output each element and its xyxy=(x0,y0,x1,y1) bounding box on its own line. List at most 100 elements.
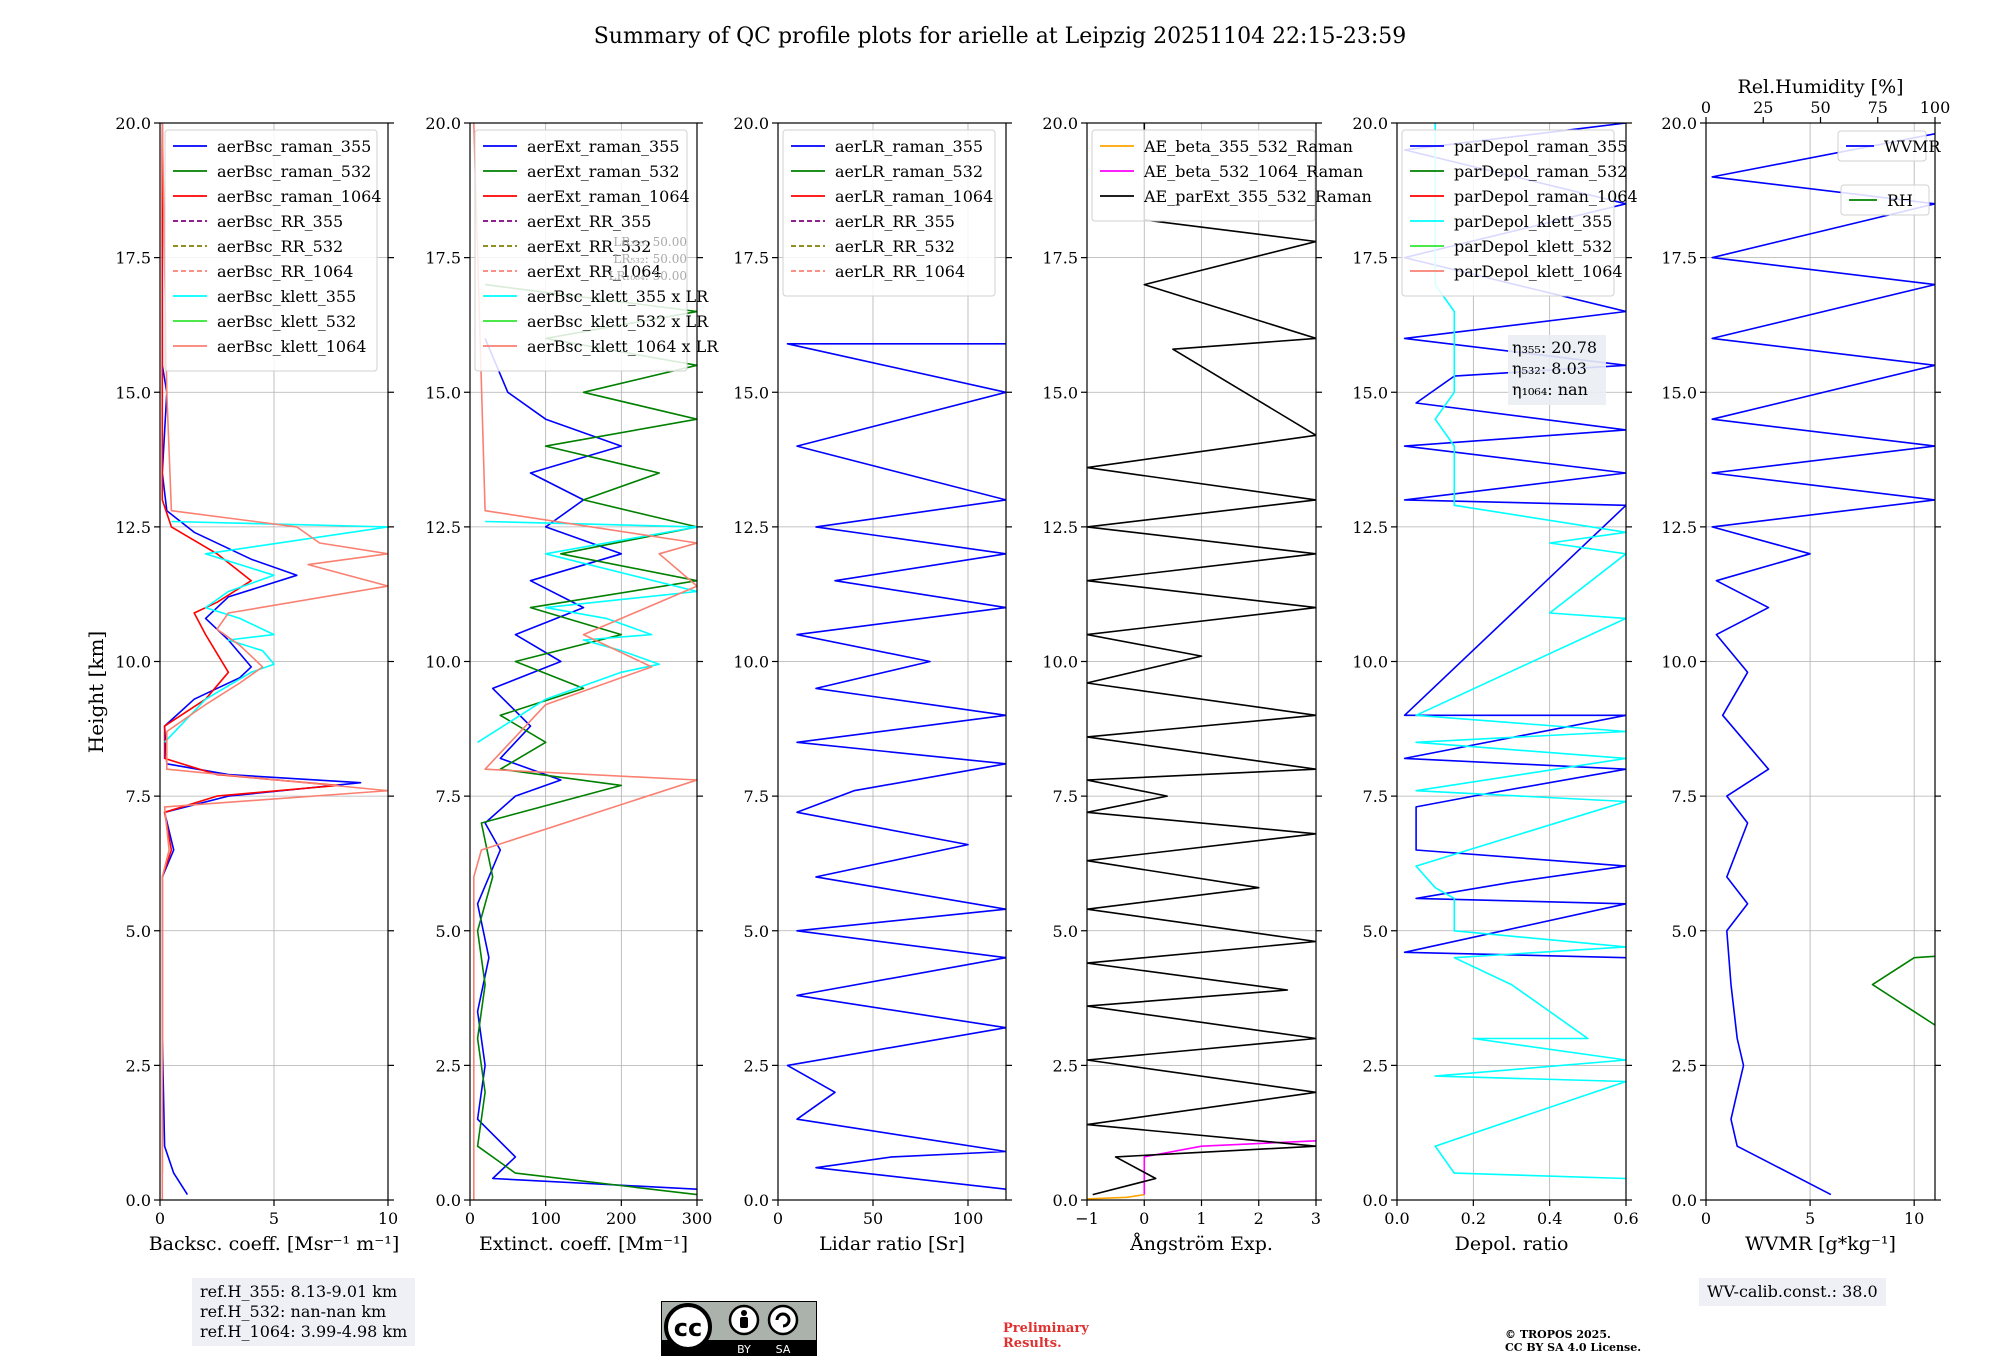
lr-annotation: LR₁₀₆₄: 50.00 xyxy=(609,269,687,283)
x2-axis-label: Rel.Humidity [%] xyxy=(1737,76,1903,98)
series-aerBsc_klett_1064 xyxy=(161,123,388,1200)
y-tick-label: 12.5 xyxy=(1352,518,1388,537)
y-tick-label: 2.5 xyxy=(1363,1056,1388,1075)
x-tick-label: 0 xyxy=(155,1209,165,1228)
legend: aerLR_raman_355 aerLR_raman_532 aerLR_rama… xyxy=(782,129,996,297)
x-tick-label: 100 xyxy=(953,1209,984,1228)
copyright-line-2: CC BY SA 4.0 License. xyxy=(1505,1341,1642,1354)
x-tick-label: 100 xyxy=(530,1209,561,1228)
y-tick-label: 0.0 xyxy=(126,1191,151,1210)
y-tick-label: 7.5 xyxy=(1053,787,1078,806)
legend-label: aerExt_raman_532 xyxy=(527,162,680,181)
eta-annotation: η₁₀₆₄: nan xyxy=(1512,380,1588,399)
y-tick-label: 15.0 xyxy=(1042,383,1078,402)
legend-label: AE_beta_355_532_Raman xyxy=(1143,137,1353,156)
y-tick-label: 15.0 xyxy=(733,383,769,402)
y-tick-label: 7.5 xyxy=(126,787,151,806)
series-aerLR_raman_355 xyxy=(786,342,1006,1190)
y-tick-label: 7.5 xyxy=(436,787,461,806)
y-tick-label: 12.5 xyxy=(115,518,151,537)
by-icon-body xyxy=(740,1317,748,1328)
series-parDepol_raman_355 xyxy=(1403,123,1626,959)
y-tick-label: 12.5 xyxy=(425,518,461,537)
y-axis-label: Height [km] xyxy=(84,631,108,753)
ref-height-1064: ref.H_1064: 3.99-4.98 km xyxy=(200,1322,408,1341)
legend-box xyxy=(1401,129,1615,297)
x-axis-label: Extinct. coeff. [Mm⁻¹] xyxy=(479,1233,688,1255)
legend-label: aerBsc_klett_1064 xyxy=(217,337,366,356)
legend-label: aerExt_raman_1064 xyxy=(527,187,690,206)
x-axis-label: Ångström Exp. xyxy=(1129,1233,1273,1255)
ref-height-box: ref.H_355: 8.13-9.01 km ref.H_532: nan-n… xyxy=(192,1278,416,1346)
badge-by-label: BY xyxy=(737,1343,751,1356)
y-tick-label: 2.5 xyxy=(126,1056,151,1075)
x-tick-label: 0 xyxy=(773,1209,783,1228)
x-axis-label: WVMR [g*kg⁻¹] xyxy=(1745,1233,1896,1255)
y-tick-label: 10.0 xyxy=(1042,653,1078,672)
legend-box xyxy=(1840,184,1930,216)
by-icon-head xyxy=(741,1310,747,1316)
y-tick-label: 0.0 xyxy=(1363,1191,1388,1210)
cc-icon-glyph: cc xyxy=(674,1314,702,1342)
legend-label: aerBsc_raman_532 xyxy=(217,162,371,181)
y-tick-label: 17.5 xyxy=(1042,249,1078,268)
x-tick-label: 1 xyxy=(1196,1209,1206,1228)
x2-tick-label: 0 xyxy=(1701,98,1711,117)
legend-label: aerLR_RR_355 xyxy=(835,212,955,231)
legend-label: aerBsc_RR_532 xyxy=(217,237,343,256)
series-RH xyxy=(1871,955,1935,1026)
x-tick-label: 3 xyxy=(1311,1209,1321,1228)
legend-label: RH xyxy=(1887,191,1913,210)
legend-label: aerExt_raman_355 xyxy=(527,137,680,156)
y-tick-label: 20.0 xyxy=(733,114,769,133)
x-axis-label: Depol. ratio xyxy=(1455,1233,1569,1255)
badge-sa-label: SA xyxy=(776,1343,791,1356)
legend-label: WVMR xyxy=(1884,137,1941,156)
panel-ext: 0.0 2.5 5.0 7.5 10.0 12.5 15.0 17.5 20.0 0 100 200 3… xyxy=(425,114,719,1255)
series-AE_beta_532_1064_Raman xyxy=(1143,1140,1316,1195)
y-tick-label: 20.0 xyxy=(115,114,151,133)
panel-bsc: 0.0 2.5 5.0 7.5 10.0 12.5 15.0 17.5 20.0 0 5 10 Back… xyxy=(115,114,399,1255)
legend-label: aerExt_RR_1064 xyxy=(527,262,662,281)
legend-label: aerBsc_klett_355 x LR xyxy=(527,287,709,306)
legend-label: aerBsc_RR_1064 xyxy=(217,262,353,281)
copyright-note: © TROPOS 2025. CC BY SA 4.0 License. xyxy=(1505,1328,1641,1354)
x-tick-label: 50 xyxy=(863,1209,883,1228)
legend-label: parDepol_raman_532 xyxy=(1454,162,1627,181)
legend-label: parDepol_raman_1064 xyxy=(1454,187,1638,206)
x2-tick-label: 100 xyxy=(1920,98,1951,117)
cc-icon xyxy=(664,1303,712,1351)
legend-label: aerBsc_klett_1064 x LR xyxy=(527,337,719,356)
y-tick-label: 20.0 xyxy=(1661,114,1697,133)
y-tick-label: 17.5 xyxy=(1661,249,1697,268)
legend-label: aerBsc_raman_355 xyxy=(217,137,371,156)
lr-annotation: LR₅₃₂: 50.00 xyxy=(613,252,687,266)
y-tick-label: 0.0 xyxy=(1672,1191,1697,1210)
legend-label: aerExt_RR_355 xyxy=(527,212,651,231)
y-tick-label: 10.0 xyxy=(425,653,461,672)
legend-label: aerLR_RR_532 xyxy=(835,237,955,256)
y-tick-label: 5.0 xyxy=(1363,922,1388,941)
series-group xyxy=(1711,133,1935,1196)
x2-tick-label: 75 xyxy=(1868,98,1888,117)
y-tick-label: 2.5 xyxy=(1672,1056,1697,1075)
y-tick-label: 10.0 xyxy=(1352,653,1388,672)
y-tick-label: 17.5 xyxy=(1352,249,1388,268)
legend-label: aerBsc_klett_355 xyxy=(217,287,356,306)
y-tick-label: 5.0 xyxy=(436,922,461,941)
y-tick-label: 7.5 xyxy=(744,787,769,806)
y-tick-label: 5.0 xyxy=(744,922,769,941)
legend-label: aerExt_RR_532 xyxy=(527,237,651,256)
x-tick-label: 0 xyxy=(1139,1209,1149,1228)
preliminary-note: Preliminary Results. xyxy=(1003,1321,1089,1351)
y-tick-label: 17.5 xyxy=(733,249,769,268)
y-tick-label: 5.0 xyxy=(1672,922,1697,941)
x-axis-label: Lidar ratio [Sr] xyxy=(819,1233,965,1255)
lr-annotation: LR₃₅₅: 50.00 xyxy=(613,235,687,249)
x-tick-label: 2 xyxy=(1254,1209,1264,1228)
x-tick-label: 0.0 xyxy=(1384,1209,1409,1228)
annotation-group: LR₃₅₅: 50.00 LR₅₃₂: 50.00 LR₁₀₆₄: 50.00 xyxy=(609,235,687,283)
panels: 0.02.55.07.510.012.515.017.520.00 5 10Back… xyxy=(115,76,1951,1255)
series-parDepol_klett_355 xyxy=(1415,123,1626,1180)
legend-box xyxy=(474,129,688,372)
